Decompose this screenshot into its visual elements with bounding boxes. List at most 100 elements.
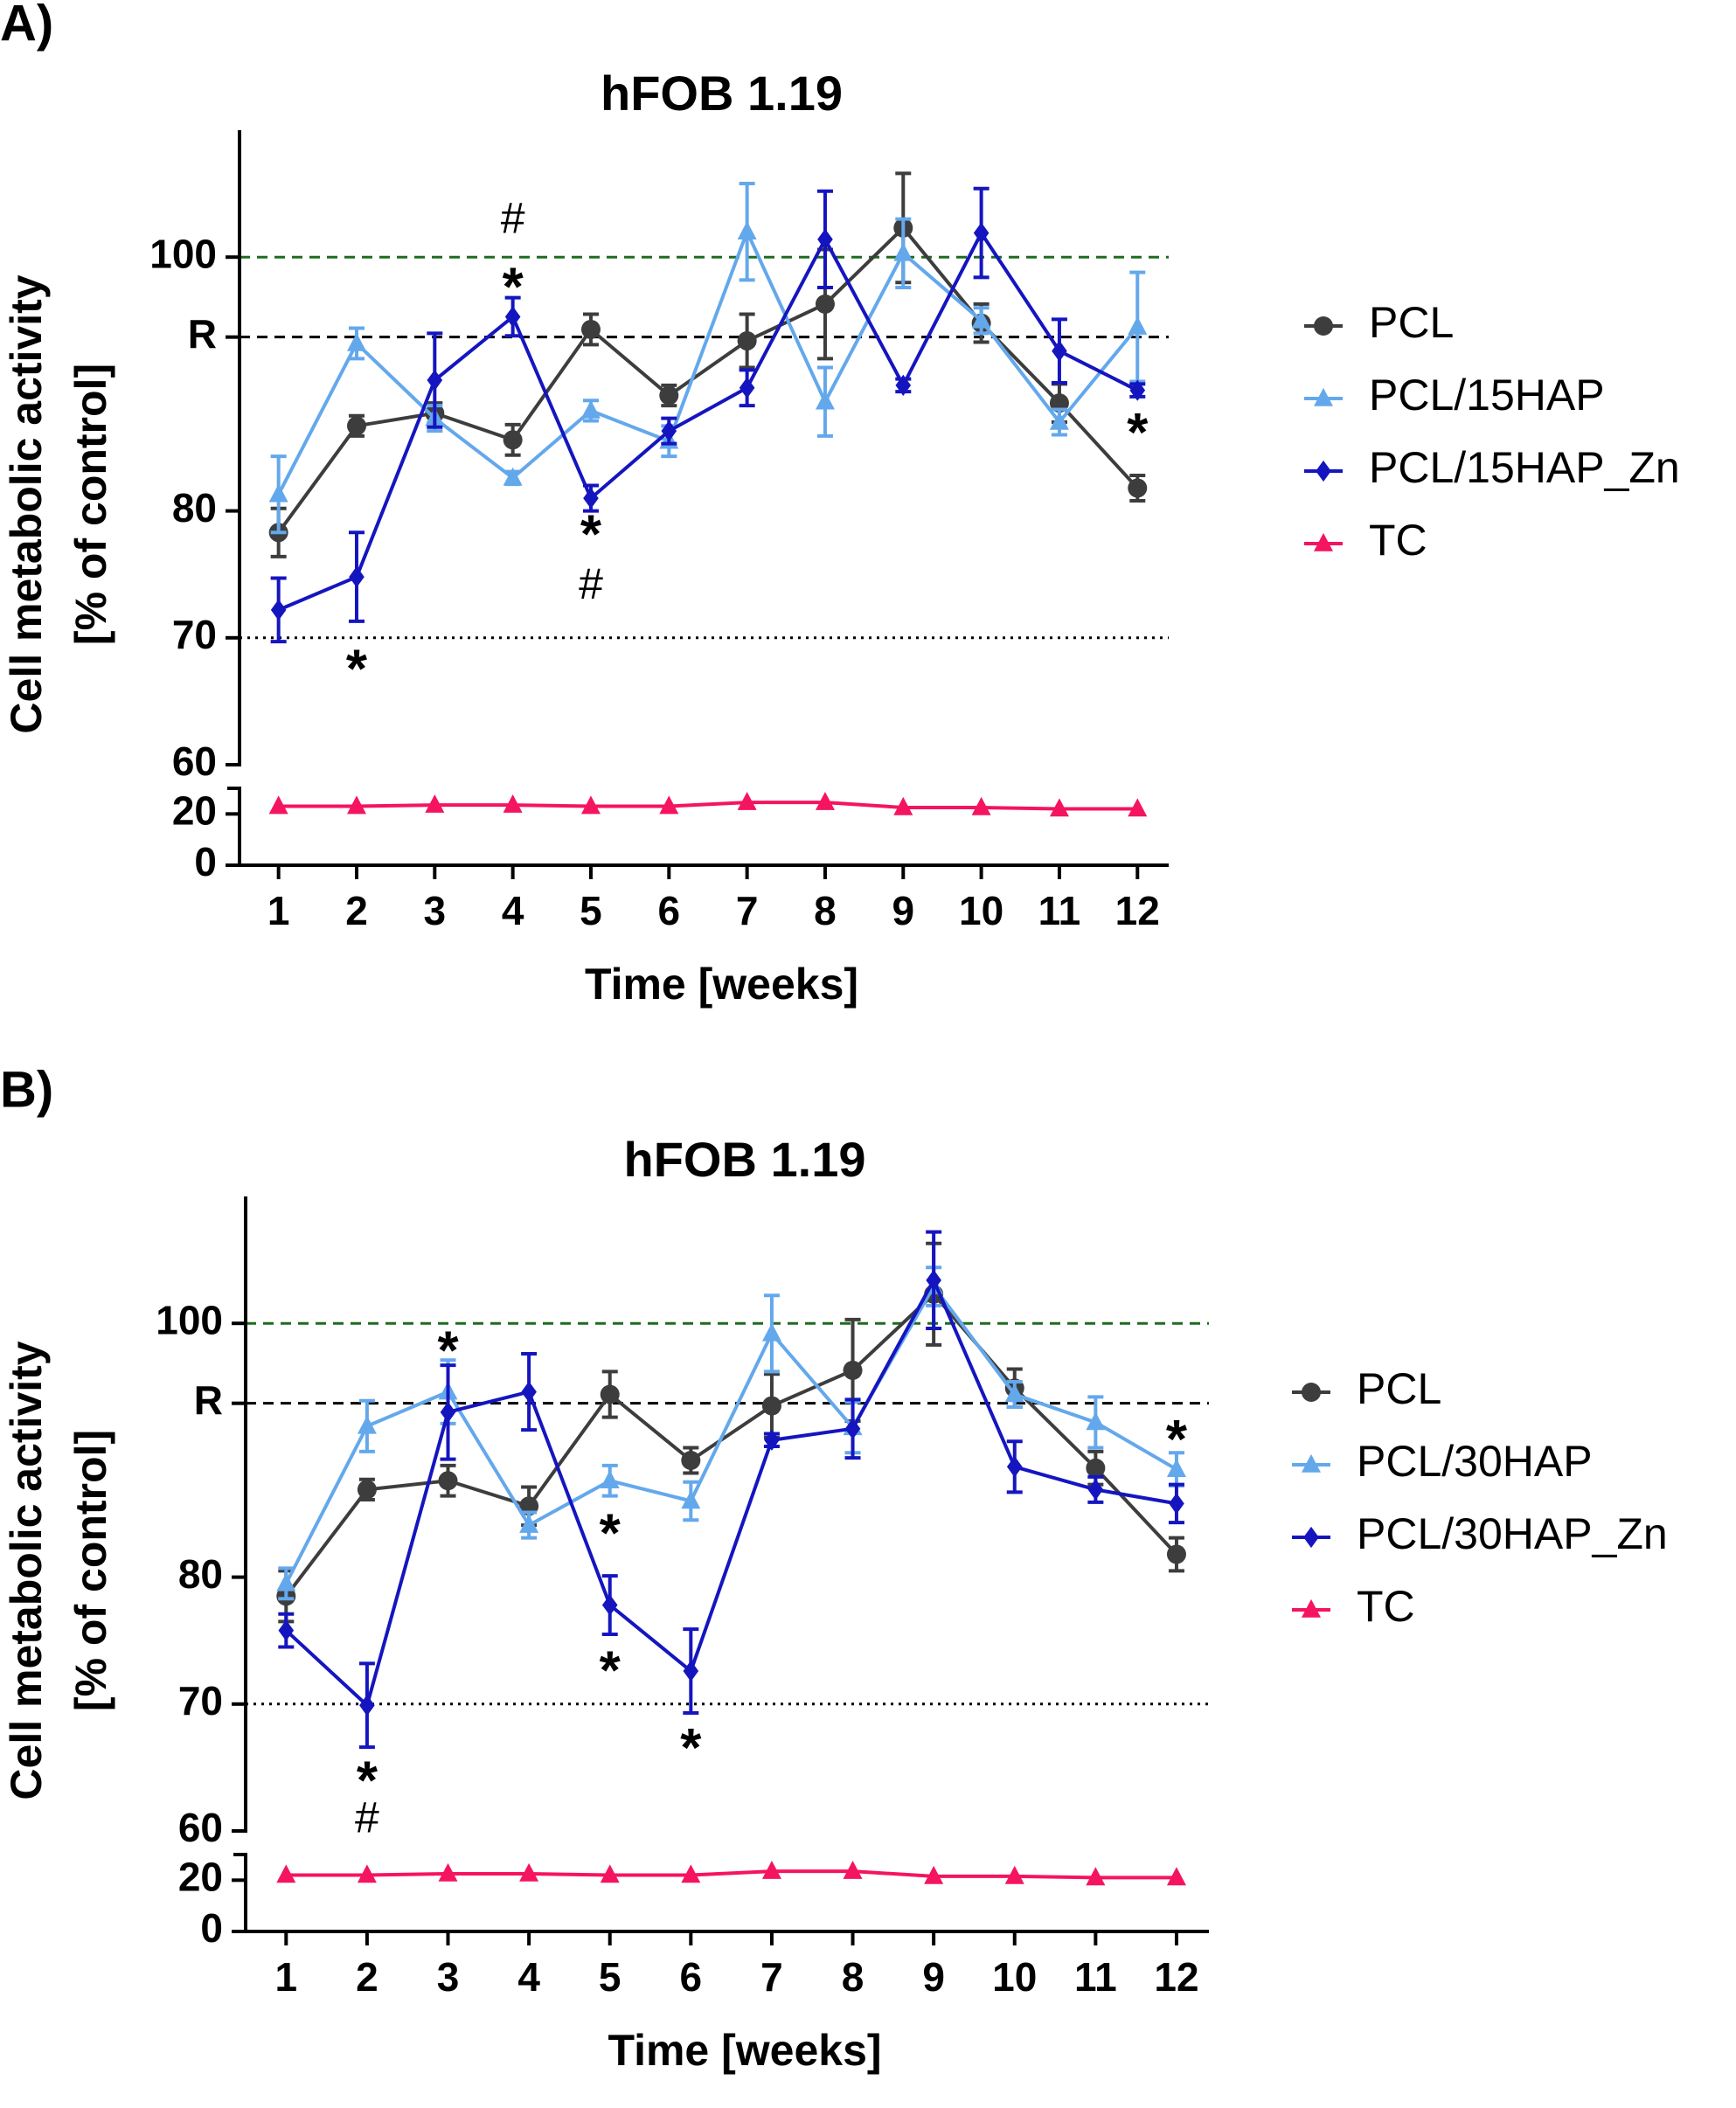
marker <box>1166 1544 1186 1564</box>
x-tick-label: 4 <box>502 888 524 933</box>
annotation: * <box>580 504 602 565</box>
marker <box>1128 798 1148 817</box>
x-tick-label: 10 <box>992 1954 1037 2000</box>
y-axis-label: Cell metabolic activity <box>2 274 51 733</box>
marker <box>357 1415 377 1434</box>
chart-title: hFOB 1.19 <box>624 1132 866 1187</box>
x-tick-label: 8 <box>842 1954 865 2000</box>
marker <box>580 319 601 339</box>
marker <box>893 242 913 261</box>
x-tick-label: 4 <box>517 1954 540 2000</box>
marker <box>359 1695 375 1716</box>
marker <box>1006 1456 1023 1478</box>
annotation: * <box>1127 403 1149 463</box>
marker <box>761 1322 781 1342</box>
marker <box>737 221 757 239</box>
marker <box>1302 1383 1321 1402</box>
marker <box>973 222 990 244</box>
marker <box>924 1865 944 1884</box>
legend-label: PCL/30HAP <box>1357 1437 1593 1486</box>
x-tick-label: 3 <box>424 888 447 933</box>
marker <box>761 1860 781 1879</box>
annotation: * <box>600 1640 621 1701</box>
y-axis-label: [% of control] <box>66 1430 115 1711</box>
marker <box>815 391 835 410</box>
marker <box>737 792 757 810</box>
y-axis-label: Cell metabolic activity <box>2 1341 51 1799</box>
y-tick-label: 100 <box>156 1297 223 1342</box>
series-line <box>278 801 1138 811</box>
series-line <box>284 1283 1177 1584</box>
annotation: * <box>357 1751 378 1812</box>
x-tick-label: 9 <box>892 888 914 933</box>
x-tick-label: 12 <box>1115 888 1160 933</box>
annotation: * <box>437 1321 459 1381</box>
marker <box>1004 1865 1024 1884</box>
marker <box>519 1862 539 1882</box>
marker <box>926 1269 941 1291</box>
marker <box>1087 1479 1104 1501</box>
legend-label: PCL <box>1369 298 1454 347</box>
x-axis-label: Time [weeks] <box>585 960 858 1009</box>
x-tick-label: 5 <box>580 888 602 933</box>
marker <box>843 1360 863 1380</box>
x-tick-label: 11 <box>1038 888 1081 933</box>
marker <box>1129 379 1146 401</box>
marker <box>761 1396 781 1416</box>
marker <box>1004 1383 1024 1403</box>
marker <box>425 794 445 813</box>
marker <box>1086 1411 1106 1431</box>
marker <box>844 1418 861 1439</box>
marker <box>1086 1867 1106 1886</box>
marker <box>681 1864 701 1883</box>
marker <box>600 1470 620 1489</box>
y-tick-label: 100 <box>149 231 217 276</box>
marker <box>971 796 991 815</box>
x-tick-label: 7 <box>760 1954 783 2000</box>
y-tick-label: R <box>188 311 217 357</box>
x-tick-label: 8 <box>814 888 837 933</box>
y-tick-label: 20 <box>178 1854 223 1899</box>
y-tick-label: 20 <box>172 787 217 833</box>
marker <box>1086 1458 1106 1478</box>
marker <box>1303 1526 1319 1549</box>
marker <box>503 430 523 450</box>
marker <box>1166 1867 1186 1886</box>
x-axis-label: Time [weeks] <box>608 2026 881 2075</box>
marker <box>737 331 757 351</box>
marker <box>583 487 599 510</box>
annotation: # <box>579 559 603 608</box>
marker <box>438 1862 458 1882</box>
x-tick-label: 11 <box>1074 1954 1117 2000</box>
marker <box>440 1401 456 1423</box>
y-tick-label: 60 <box>172 738 217 784</box>
marker <box>278 1619 295 1641</box>
legend-label: PCL <box>1357 1364 1441 1413</box>
marker <box>504 306 521 328</box>
marker <box>346 416 366 436</box>
marker <box>600 1864 620 1883</box>
y-tick-label: 0 <box>194 839 217 884</box>
marker <box>764 1429 780 1451</box>
marker <box>580 399 601 419</box>
marker <box>659 385 679 406</box>
marker <box>1169 1493 1184 1515</box>
marker <box>601 1594 618 1616</box>
marker <box>1049 798 1069 817</box>
marker <box>580 795 601 815</box>
marker <box>600 1384 620 1404</box>
marker <box>1314 532 1333 551</box>
marker <box>1316 460 1331 482</box>
y-tick-label: 80 <box>172 485 217 530</box>
x-tick-label: 1 <box>267 888 290 933</box>
legend-label: PCL/15HAP_Zn <box>1369 443 1680 492</box>
x-tick-label: 5 <box>599 1954 621 2000</box>
series-line <box>284 1291 1178 1598</box>
marker <box>357 1480 377 1500</box>
marker <box>683 1660 699 1682</box>
annotation: * <box>346 639 368 699</box>
marker <box>346 795 366 815</box>
marker <box>1302 1453 1321 1473</box>
marker <box>895 374 912 396</box>
